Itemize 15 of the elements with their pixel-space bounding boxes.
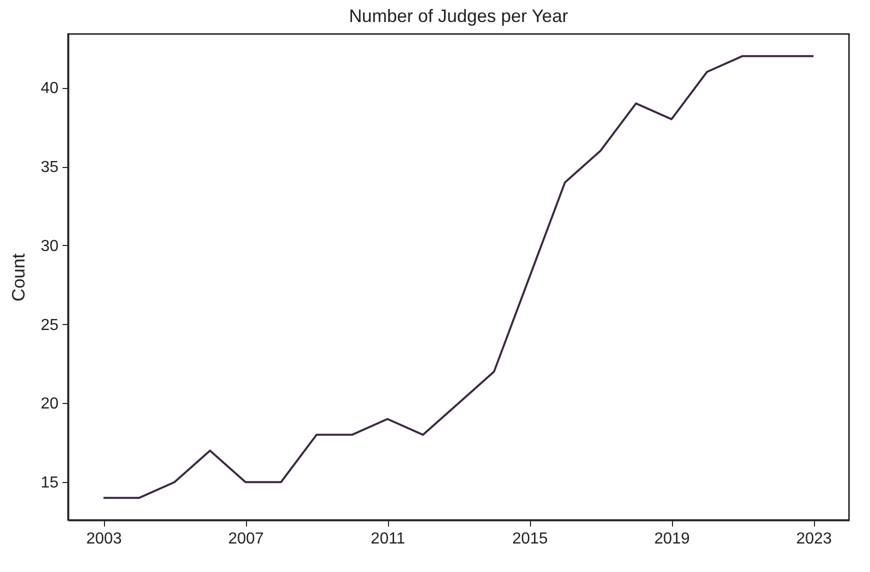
- y-axis-title: Count: [8, 253, 29, 302]
- y-tick-label: 40: [40, 80, 59, 98]
- x-tick-label: 2023: [796, 530, 832, 548]
- chart-title: Number of Judges per Year: [348, 6, 568, 26]
- y-tick-label: 30: [40, 238, 59, 255]
- y-tick-label: 15: [40, 474, 59, 492]
- y-tick-label: 20: [40, 396, 59, 413]
- line-series: [102, 55, 814, 499]
- x-tick-label: 2003: [86, 530, 122, 548]
- x-tick-label: 2007: [228, 530, 264, 548]
- x-tick-label: 2015: [512, 530, 548, 548]
- x-tick-label: 2019: [654, 530, 690, 548]
- y-tick-label: 35: [40, 159, 59, 176]
- y-tick-label: 25: [40, 316, 59, 334]
- x-tick-label: 2011: [370, 530, 406, 548]
